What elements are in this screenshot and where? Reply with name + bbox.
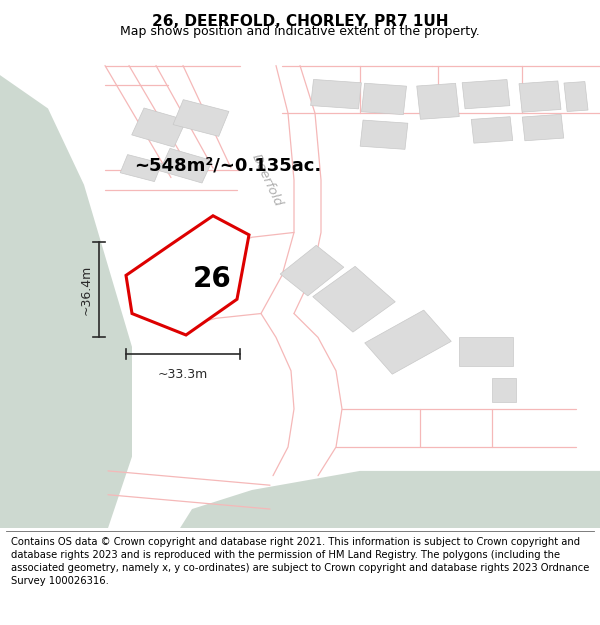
Polygon shape [120,154,162,182]
Text: 26, DEERFOLD, CHORLEY, PR7 1UH: 26, DEERFOLD, CHORLEY, PR7 1UH [152,14,448,29]
Text: ~36.4m: ~36.4m [79,264,92,315]
Text: Deerfold: Deerfold [249,151,285,209]
Polygon shape [522,114,564,141]
Polygon shape [173,99,229,136]
Polygon shape [462,79,510,109]
Polygon shape [360,120,408,149]
Polygon shape [492,378,516,402]
Polygon shape [126,216,249,335]
Polygon shape [362,83,406,114]
Polygon shape [132,108,186,147]
Text: 26: 26 [193,265,231,292]
Text: ~33.3m: ~33.3m [158,368,208,381]
Text: Map shows position and indicative extent of the property.: Map shows position and indicative extent… [120,25,480,38]
Polygon shape [0,75,132,528]
Polygon shape [160,148,212,183]
Text: Contains OS data © Crown copyright and database right 2021. This information is : Contains OS data © Crown copyright and d… [11,537,589,586]
Polygon shape [313,266,395,332]
Text: ~548m²/~0.135ac.: ~548m²/~0.135ac. [134,157,322,175]
Polygon shape [180,471,600,528]
Polygon shape [519,81,561,112]
Polygon shape [311,79,361,109]
Polygon shape [417,83,459,119]
Polygon shape [280,246,344,296]
Polygon shape [564,82,588,111]
Polygon shape [459,338,513,366]
Polygon shape [365,310,451,374]
Polygon shape [471,117,513,143]
